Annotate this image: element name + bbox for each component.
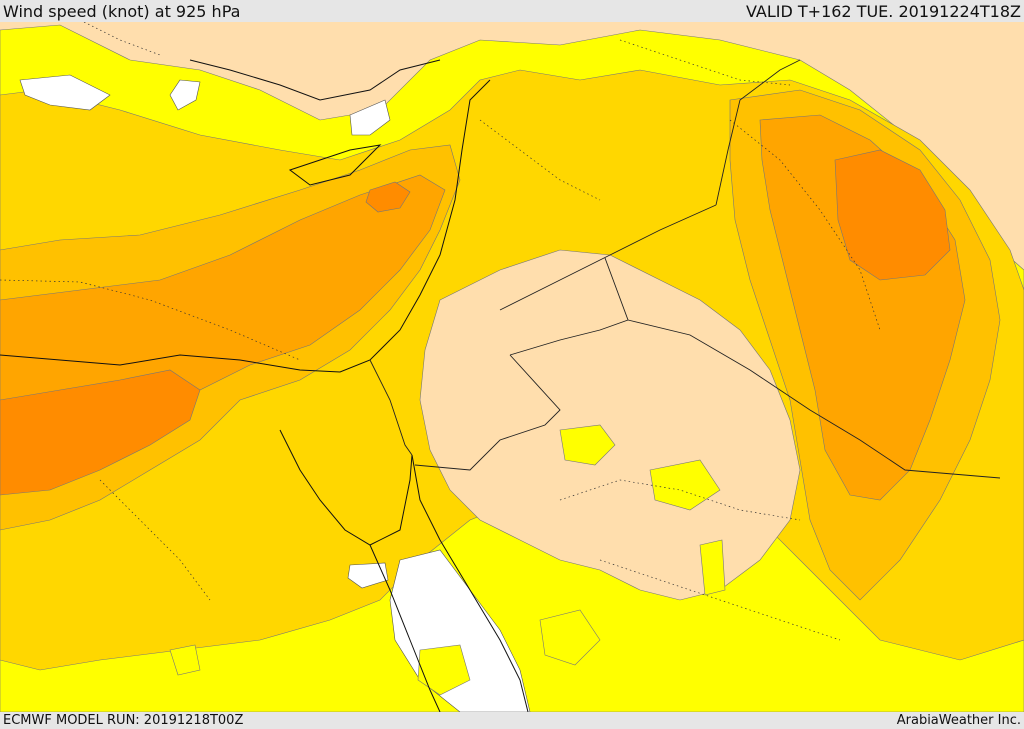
wind-core-dark-southwest (0, 369, 201, 496)
scattered-wind-patches (169, 424, 726, 696)
calm-sea-area (349, 99, 391, 136)
wind-core-dark-west (365, 181, 411, 213)
calm-sea-area (19, 74, 111, 111)
country-borders (369, 59, 1001, 479)
light-land-region (419, 249, 801, 601)
valid-time: VALID T+162 TUE. 20191224T18Z (745, 1, 1021, 21)
calm-sea-area (169, 79, 201, 111)
map-title: Wind speed (knot) at 925 hPa (3, 1, 241, 21)
map-footer: ECMWF MODEL RUN: 20191218T00Z ArabiaWeat… (0, 712, 1024, 729)
credit: ArabiaWeather Inc. (896, 713, 1021, 728)
calm-sea-area (347, 562, 389, 589)
wind-core-dark-east (834, 149, 951, 281)
model-run: ECMWF MODEL RUN: 20191218T00Z (3, 713, 244, 728)
map-header: Wind speed (knot) at 925 hPa VALID T+162… (0, 0, 1024, 22)
province-boundaries (0, 22, 881, 641)
wind-speed-map (0, 22, 1024, 712)
